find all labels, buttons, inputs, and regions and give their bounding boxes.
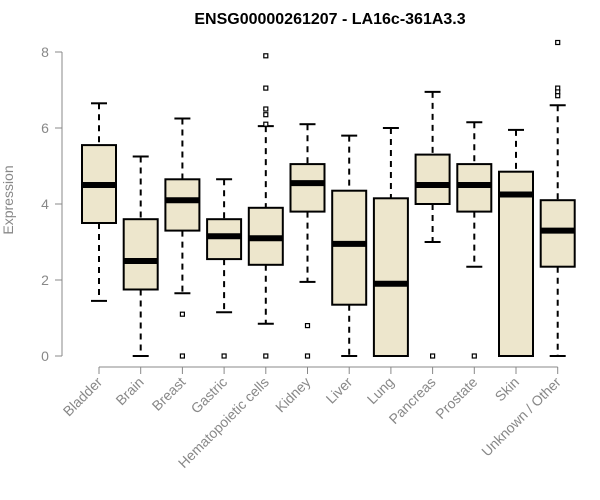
box-prostate <box>456 121 493 359</box>
outlier-point <box>263 53 269 59</box>
box-unknown-other <box>539 39 576 357</box>
boxes-group <box>81 39 576 359</box>
box-breast <box>164 117 201 359</box>
y-tick-label: 0 <box>41 348 49 364</box>
x-tick-label: Breast <box>149 374 189 414</box>
chart-title: ENSG00000261207 - LA16c-361A3.3 <box>194 11 465 28</box>
y-axis-label: Expression <box>0 165 16 234</box>
x-tick-label: Kidney <box>272 374 314 416</box>
outlier-point <box>179 311 185 317</box>
x-tick-label: Brain <box>112 374 146 408</box>
outlier-point <box>471 353 477 359</box>
box-lung <box>372 127 409 357</box>
box-liver <box>331 134 368 357</box>
x-tick-label: Lung <box>364 374 397 407</box>
outlier-point <box>179 353 185 359</box>
outlier-point <box>555 39 561 46</box>
iqr-box <box>331 189 368 306</box>
outlier-point <box>263 121 269 127</box>
x-tick-label: Prostate <box>432 374 480 422</box>
iqr-box <box>289 163 326 213</box>
x-tick-label: Bladder <box>60 374 106 420</box>
y-tick-label: 4 <box>41 196 49 212</box>
y-tick-label: 8 <box>41 44 49 60</box>
outlier-point <box>263 85 269 91</box>
y-tick-label: 2 <box>41 272 49 288</box>
box-pancreas <box>414 90 451 359</box>
y-tick-label: 6 <box>41 120 49 136</box>
iqr-box <box>414 153 451 206</box>
box-hematopoietic-cells <box>247 53 284 359</box>
box-gastric <box>206 178 243 359</box>
box-skin <box>498 128 534 357</box>
x-tick-label: Unknown / Other <box>478 374 564 460</box>
iqr-box <box>122 218 159 291</box>
x-tick-label: Skin <box>492 374 523 405</box>
outlier-point <box>221 353 227 359</box>
outlier-point <box>555 93 561 99</box>
outlier-point <box>304 353 311 359</box>
iqr-box <box>164 178 201 232</box>
iqr-box <box>498 170 534 357</box>
box-kidney <box>289 123 326 359</box>
outlier-point <box>304 323 311 329</box>
outlier-point <box>263 106 269 112</box>
box-brain <box>122 155 159 357</box>
y-axis: 0 2 4 6 8 <box>41 44 63 364</box>
x-tick-label: Liver <box>323 374 356 407</box>
outlier-point <box>430 353 436 359</box>
outlier-point <box>263 112 269 118</box>
iqr-box <box>372 197 409 357</box>
outlier-point <box>263 353 269 359</box>
box-bladder <box>81 102 117 302</box>
